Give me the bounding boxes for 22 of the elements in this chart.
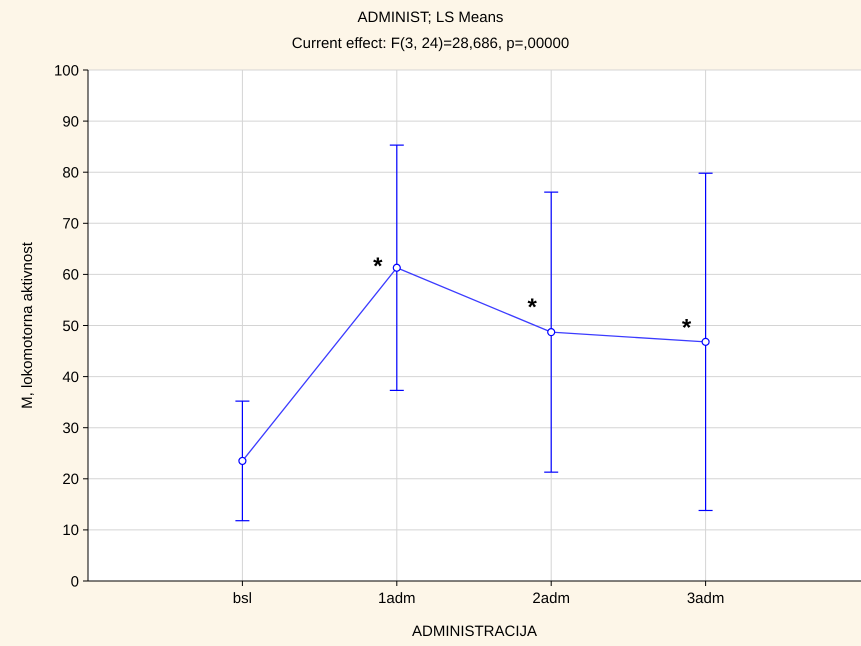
y-tick-label: 10 [62,522,79,540]
x-tick-label: 2adm [532,590,570,607]
y-axis-title: M, lokomotorna aktivnost [19,241,36,409]
annotation: * [682,314,692,342]
y-tick-label: 70 [62,216,79,233]
x-axis-title: ADMINISTRACIJA [412,623,538,640]
y-tick-label: 0 [70,573,79,590]
y-tick-label: 80 [62,164,79,182]
y-tick-label: 90 [62,113,79,130]
x-tick-label: bsl [232,590,252,607]
annotation: * [373,253,384,280]
y-tick-label: 20 [62,471,79,488]
y-tick-label: 40 [62,368,79,386]
x-tick-label: 1adm [378,590,416,607]
y-tick-label: 50 [62,318,79,335]
y-tick-label: 30 [62,420,79,437]
y-tick-label: 60 [62,266,79,284]
y-tick-label: 100 [54,62,79,80]
chart-subtitle: Current effect: F(3, 24)=28,686, p=,00000 [292,35,570,52]
x-tick-label: 3adm [686,590,724,607]
annotation: * [528,294,538,322]
chart-title: ADMINIST; LS Means [358,9,504,26]
